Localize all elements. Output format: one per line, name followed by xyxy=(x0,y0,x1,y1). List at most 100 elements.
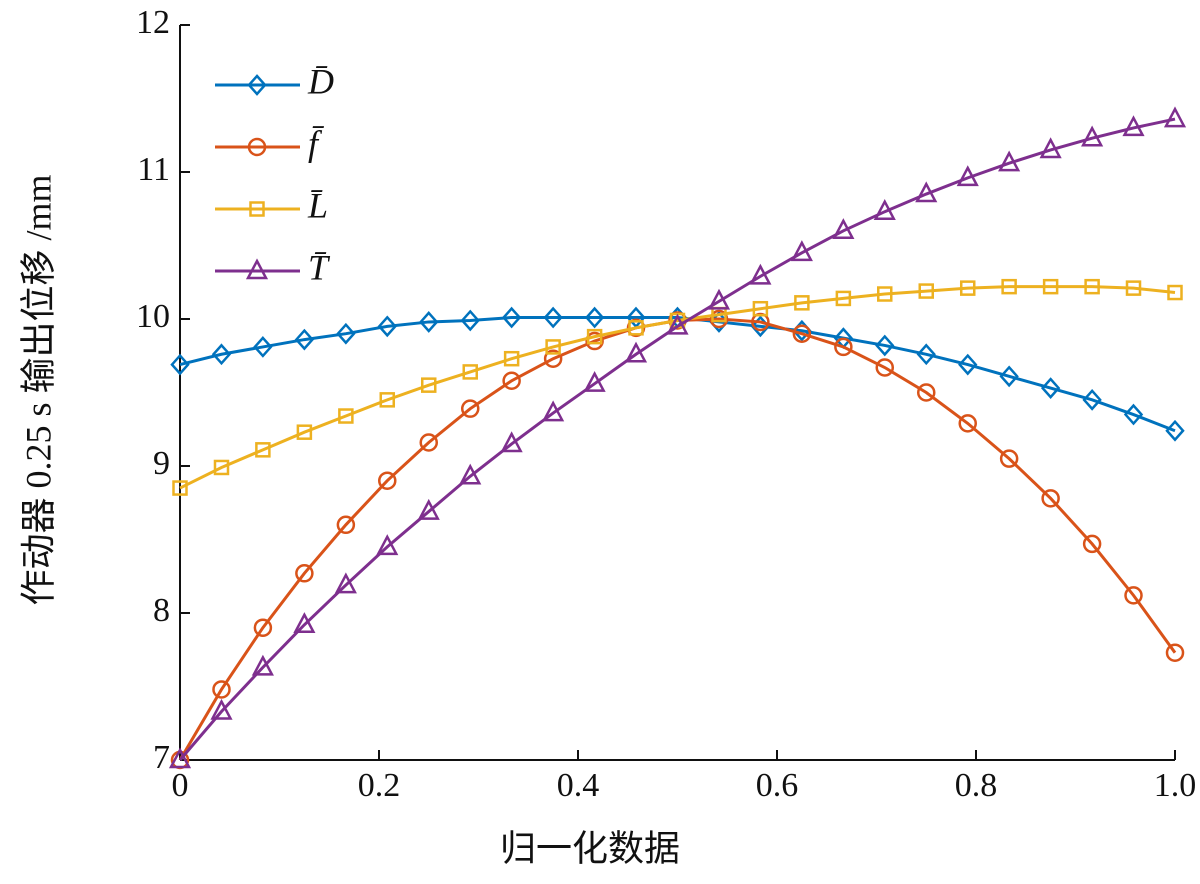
marker xyxy=(1125,280,1142,296)
marker xyxy=(253,336,273,358)
y-tick-label: 10 xyxy=(136,298,170,335)
marker xyxy=(873,199,896,220)
marker xyxy=(542,400,565,422)
marker xyxy=(834,337,853,357)
marker xyxy=(1001,278,1017,295)
legend-marker xyxy=(247,74,267,96)
marker xyxy=(251,654,274,676)
marker xyxy=(543,349,563,368)
y-axis-label: 作动器 0.25 s 输出位移 /mm xyxy=(18,174,58,605)
x-tick-label: 1.0 xyxy=(1154,767,1197,804)
x-tick-label: 0.4 xyxy=(557,767,600,804)
marker xyxy=(875,358,895,377)
marker xyxy=(213,459,230,476)
marker xyxy=(752,300,769,317)
marker xyxy=(459,463,482,485)
x-tick-label: 0.6 xyxy=(756,767,799,804)
marker xyxy=(334,572,357,594)
marker xyxy=(1124,586,1143,605)
x-axis-label: 归一化数据 xyxy=(500,828,680,868)
marker xyxy=(211,343,232,366)
marker xyxy=(378,471,397,490)
y-tick-label: 11 xyxy=(137,151,170,188)
marker xyxy=(1165,419,1185,442)
marker xyxy=(1163,106,1187,128)
marker xyxy=(915,181,938,203)
marker xyxy=(500,431,523,453)
marker xyxy=(294,328,315,351)
marker xyxy=(1041,489,1060,508)
marker xyxy=(792,324,812,343)
marker xyxy=(585,331,604,351)
marker xyxy=(751,312,770,332)
marker xyxy=(1081,125,1104,147)
marker xyxy=(503,350,520,367)
y-tick-label: 8 xyxy=(153,592,170,629)
marker xyxy=(666,313,689,335)
legend-text: L̄ xyxy=(307,185,328,225)
marker xyxy=(170,353,190,376)
marker xyxy=(877,286,893,302)
marker xyxy=(376,534,399,556)
marker xyxy=(545,339,561,355)
marker xyxy=(502,371,521,390)
legend-text: D̄ xyxy=(307,61,334,101)
marker xyxy=(1165,643,1185,662)
marker xyxy=(253,618,273,637)
series-line xyxy=(178,117,1176,761)
marker xyxy=(959,280,976,296)
series-line xyxy=(179,285,1176,490)
marker xyxy=(835,290,852,307)
marker xyxy=(624,341,648,363)
legend-marker xyxy=(247,137,267,157)
y-tick-label: 12 xyxy=(136,4,170,41)
marker xyxy=(293,612,316,634)
marker xyxy=(711,306,727,323)
marker xyxy=(460,309,480,332)
marker xyxy=(421,377,437,393)
marker xyxy=(1042,278,1059,295)
series-line xyxy=(178,317,1177,761)
marker xyxy=(543,306,563,329)
marker xyxy=(958,353,978,376)
marker xyxy=(958,414,977,433)
y-tick-label: 9 xyxy=(153,445,170,482)
marker xyxy=(1082,534,1102,554)
marker xyxy=(460,399,480,418)
marker xyxy=(1122,115,1145,137)
marker xyxy=(1082,388,1102,411)
marker xyxy=(336,515,356,535)
legend-marker xyxy=(249,201,265,217)
x-tick-label: 0.2 xyxy=(358,767,401,804)
marker xyxy=(379,392,396,408)
marker xyxy=(918,283,934,299)
marker xyxy=(417,498,440,520)
marker xyxy=(749,263,772,285)
marker xyxy=(210,698,233,720)
marker xyxy=(628,320,644,336)
marker xyxy=(1167,284,1183,301)
marker xyxy=(255,442,271,458)
marker xyxy=(584,306,605,329)
marker xyxy=(709,309,729,329)
marker xyxy=(1123,403,1144,426)
marker xyxy=(419,433,438,452)
y-tick-label: 7 xyxy=(153,739,170,776)
x-tick-label: 0.8 xyxy=(955,767,998,804)
marker xyxy=(336,322,356,345)
marker xyxy=(790,240,813,262)
marker xyxy=(296,424,313,440)
marker xyxy=(1040,377,1061,399)
marker xyxy=(956,165,979,187)
legend-text: T̄ xyxy=(308,247,331,287)
marker xyxy=(586,328,603,345)
marker xyxy=(707,288,731,310)
legend-text: f̄ xyxy=(308,123,324,163)
legend-marker xyxy=(245,258,269,280)
marker xyxy=(1039,137,1062,159)
marker xyxy=(377,315,397,338)
marker xyxy=(419,311,439,333)
marker xyxy=(999,365,1019,388)
marker xyxy=(212,680,231,699)
marker xyxy=(794,295,810,311)
